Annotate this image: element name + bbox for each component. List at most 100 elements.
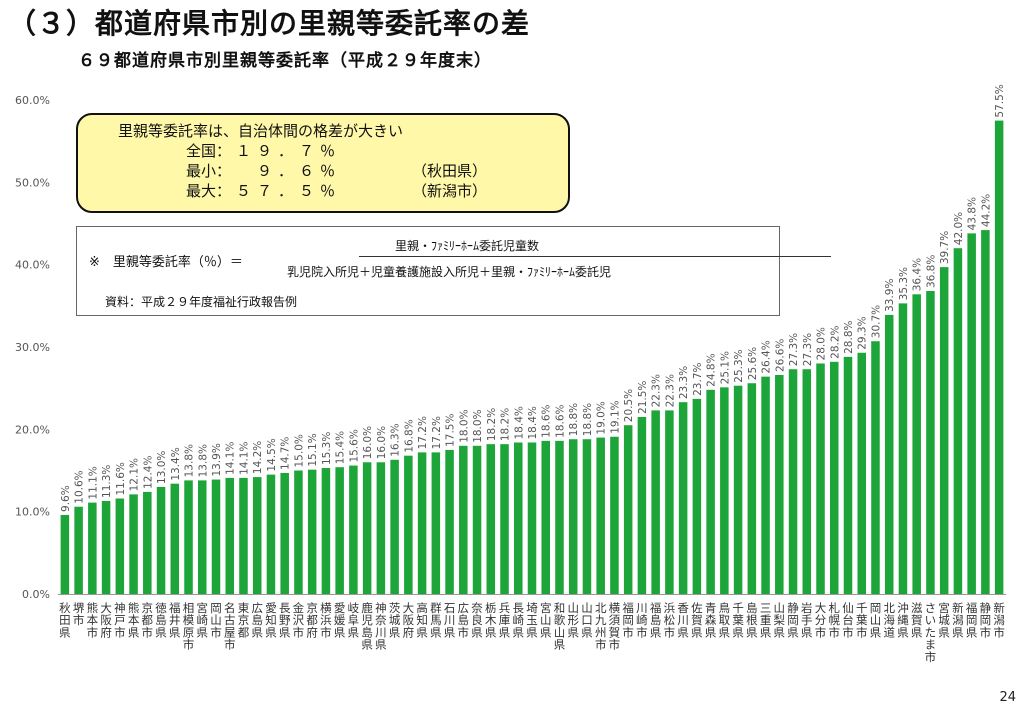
data-label: 16.8% (403, 419, 415, 452)
callout-label: 全国： (186, 142, 232, 160)
callout-value: ５７．５％ (236, 182, 342, 200)
category-label: 宮城県 (938, 601, 950, 639)
data-label: 18.4% (513, 406, 525, 439)
bar (225, 477, 234, 594)
data-label: 18.2% (500, 408, 512, 441)
category-label: 山口県 (581, 601, 593, 639)
category-label: 群馬県 (430, 601, 442, 639)
callout-label: 最大： (186, 182, 232, 200)
callout-value: ９．６％ (236, 162, 342, 180)
data-label: 10.6% (74, 470, 86, 503)
bar (967, 233, 976, 594)
data-label: 24.8% (706, 353, 718, 386)
summary-callout: 里親等委託率は、自治体間の格差が大きい 全国： １９．７％ 最小： ９．６％ （… (76, 113, 570, 213)
callout-note: （新潟市） (412, 182, 488, 200)
category-label: 名古屋市 (224, 601, 236, 652)
category-label: 仙台市 (842, 601, 854, 639)
category-label: 鹿児島県 (361, 601, 373, 652)
category-label: 沖縄県 (897, 601, 909, 639)
data-label: 14.1% (238, 442, 250, 475)
category-label: 広島県 (251, 601, 263, 639)
bar (156, 486, 166, 594)
data-label: 13.4% (170, 447, 182, 480)
data-label: 11.1% (87, 466, 99, 499)
bar (912, 294, 921, 594)
data-label: 15.0% (293, 434, 305, 467)
bar (321, 468, 331, 594)
category-label: 神戸市 (114, 601, 126, 639)
bar (280, 472, 289, 594)
data-label: 30.7% (870, 305, 882, 338)
category-label: 千葉市 (856, 601, 868, 639)
bar (775, 374, 784, 594)
category-label: 宮山県 (540, 601, 552, 639)
category-label: 長野県 (279, 601, 291, 639)
bar (802, 369, 812, 594)
callout-note: （秋田県） (412, 162, 488, 180)
data-label: 28.0% (816, 327, 828, 360)
category-label: 福岡県 (966, 601, 978, 639)
data-label: 16.0% (362, 426, 374, 459)
callout-title: 里親等委託率は、自治体間の格差が大きい (118, 122, 404, 140)
category-label: 熊本市 (87, 601, 99, 639)
page-number: 24 (999, 690, 1016, 705)
data-label: 28.2% (829, 325, 841, 358)
category-label: 鳥取県 (719, 601, 731, 639)
bar (926, 291, 935, 594)
data-label: 21.5% (637, 381, 649, 414)
data-label: 11.3% (101, 465, 113, 498)
category-label: 福井県 (169, 601, 181, 639)
category-label: 岩手県 (801, 601, 813, 639)
data-label: 18.6% (541, 404, 553, 437)
category-label: 大阪府 (100, 601, 112, 639)
category-label: 静岡市 (980, 601, 992, 639)
data-label: 19.0% (596, 401, 608, 434)
data-label: 15.4% (335, 431, 347, 464)
category-label: 岡山県 (870, 601, 882, 639)
callout-label: 最小： (186, 162, 232, 180)
category-label: 京都市 (142, 601, 154, 639)
category-label: 川崎市 (636, 601, 648, 639)
source-note: 資料：平成２９年度福祉行政報告例 (105, 295, 298, 309)
bar (610, 436, 619, 594)
bar (981, 230, 990, 594)
category-label: 大阪府 (403, 601, 415, 639)
category-label: 相模原市 (183, 601, 195, 652)
data-label: 18.4% (527, 406, 539, 439)
chart-title: ６９都道府県市別里親等委託率（平成２９年度末） (78, 51, 492, 71)
category-label: 青森県 (705, 601, 717, 639)
category-label: 新潟市 (993, 601, 1005, 639)
bar (733, 385, 743, 594)
category-label: 栃木県 (485, 601, 497, 639)
data-label: 18.0% (458, 409, 470, 442)
data-label: 14.5% (266, 438, 278, 471)
data-label: 17.5% (445, 414, 457, 447)
data-label: 33.9% (884, 279, 896, 312)
data-label: 13.8% (197, 444, 209, 477)
bar (527, 442, 537, 594)
data-label: 13.0% (156, 451, 168, 484)
category-label: 浜松市 (664, 601, 676, 639)
data-label: 14.7% (280, 437, 292, 470)
category-label: 兵庫県 (499, 601, 511, 639)
category-label: 京都府 (306, 601, 318, 639)
data-label: 11.6% (115, 462, 127, 495)
bar (472, 445, 482, 594)
data-label: 14.1% (225, 442, 237, 475)
bar (884, 314, 894, 594)
bar (761, 376, 770, 594)
data-label: 42.0% (953, 212, 965, 245)
bar (939, 267, 949, 594)
data-label: 28.8% (843, 321, 855, 354)
callout-value: １９．７％ (236, 142, 342, 160)
formula-denominator: 乳児院入所児＋児童養護施設入所児＋里親・ﾌｧﾐﾘｰﾎｰﾑ委託児 (287, 265, 612, 279)
bar (170, 483, 180, 594)
bar (445, 449, 454, 594)
bar (678, 402, 688, 594)
y-tick-label: 40.0% (15, 259, 50, 272)
data-label: 14.2% (252, 441, 264, 474)
data-label: 20.5% (623, 389, 635, 422)
data-label: 15.3% (321, 432, 333, 465)
bar (307, 469, 317, 594)
bar (514, 442, 523, 594)
